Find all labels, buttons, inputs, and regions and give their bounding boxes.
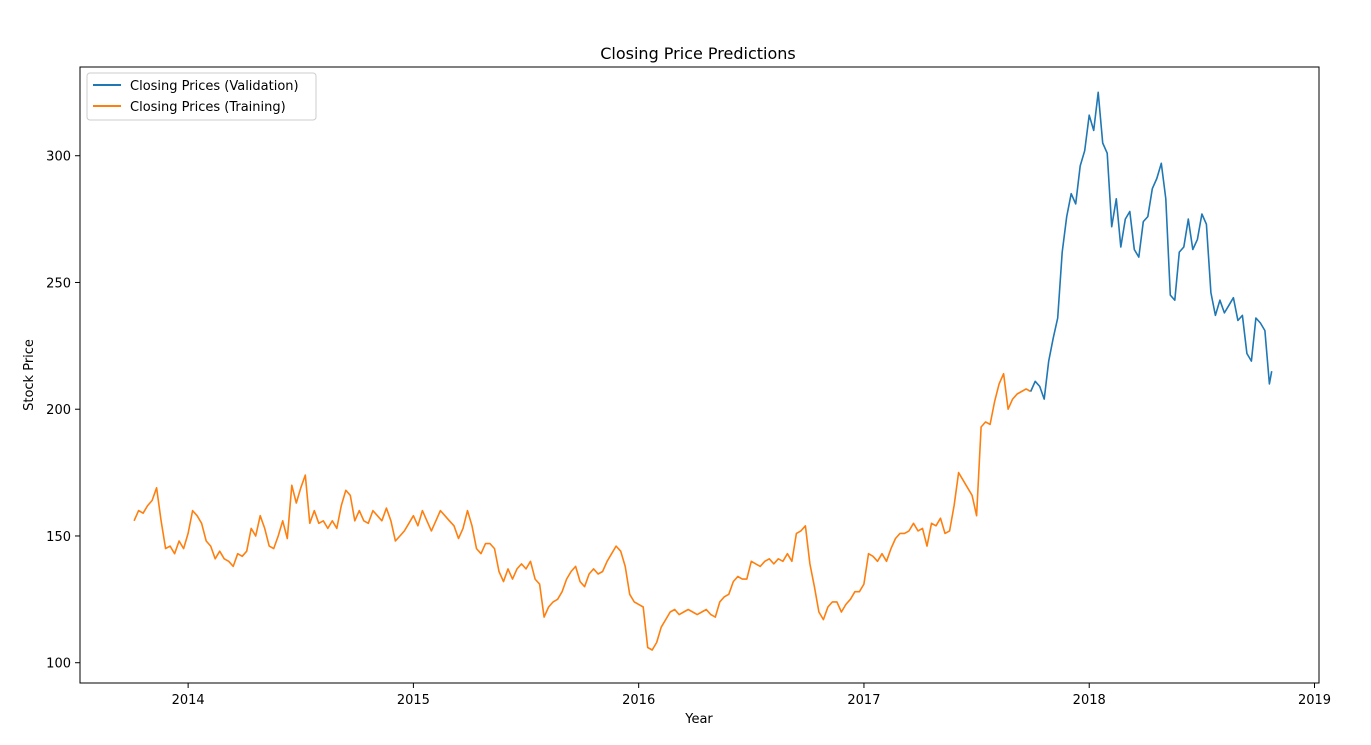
legend-label-validation: Closing Prices (Validation) xyxy=(130,79,299,94)
plot-frame xyxy=(79,66,1320,684)
legend-box xyxy=(86,72,317,121)
x-tick-label: 2018 xyxy=(1073,693,1106,708)
chart-title: Closing Price Predictions xyxy=(600,44,796,63)
plot-area xyxy=(133,91,1273,651)
x-tick-label: 2019 xyxy=(1298,693,1331,708)
x-tick-label: 2017 xyxy=(847,693,880,708)
x-tick-label: 2015 xyxy=(397,693,430,708)
x-axis: 2014 2015 2016 2017 2018 2019 xyxy=(172,683,1331,708)
y-tick-label: 250 xyxy=(46,276,71,291)
y-axis: 100 150 200 250 300 xyxy=(46,150,80,672)
y-tick-label: 100 xyxy=(46,657,71,672)
series-line-training xyxy=(133,372,1032,651)
x-tick-label: 2014 xyxy=(172,693,205,708)
y-tick-label: 200 xyxy=(46,403,71,418)
series-line-validation xyxy=(1029,91,1273,400)
x-tick-label: 2016 xyxy=(622,693,655,708)
legend-label-training: Closing Prices (Training) xyxy=(130,100,286,115)
y-tick-label: 150 xyxy=(46,530,71,545)
y-tick-label: 300 xyxy=(46,150,71,165)
y-axis-label: Stock Price xyxy=(22,339,37,411)
legend: Closing Prices (Validation) Closing Pric… xyxy=(86,72,317,121)
x-axis-label: Year xyxy=(684,712,713,727)
